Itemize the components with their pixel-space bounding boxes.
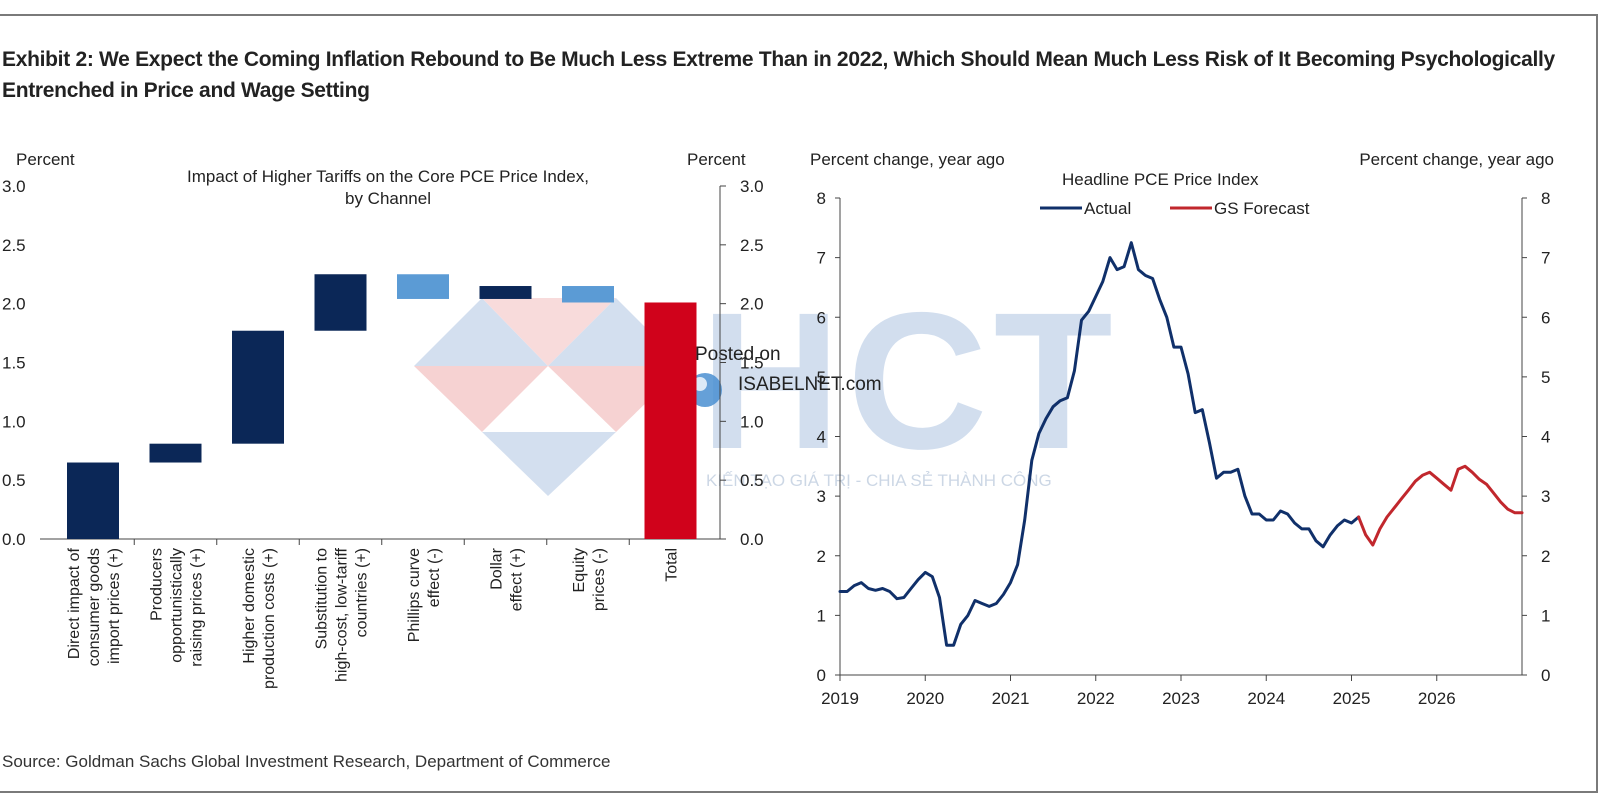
- right-ytick-label-right: 3: [1541, 487, 1550, 506]
- category-label: import prices (+): [106, 548, 123, 664]
- right-ylabel-left: Percent change, year ago: [810, 150, 1005, 169]
- watermark-logo-tm: [482, 298, 616, 366]
- legend-label: GS Forecast: [1214, 199, 1310, 218]
- category-label: Producers: [149, 548, 166, 621]
- left-ytick-label-right: 2.0: [740, 295, 764, 314]
- left-ytick-label-right: 3.0: [740, 177, 764, 196]
- left-ytick-label: 0.0: [2, 530, 26, 549]
- category-label: prices (-): [591, 548, 608, 611]
- left-ytick-label: 3.0: [2, 177, 26, 196]
- category-label: Equity: [571, 548, 588, 592]
- left-ytick-label: 1.5: [2, 354, 26, 373]
- left-chart-title-line2: by Channel: [345, 189, 431, 208]
- left-ytick-label: 0.5: [2, 471, 26, 490]
- left-ytick-label: 2.5: [2, 236, 26, 255]
- left-ytick-label: 2.0: [2, 295, 26, 314]
- right-ytick-label-right: 5: [1541, 368, 1550, 387]
- series-line: [1357, 464, 1524, 547]
- watermark-tagline: KIẾN TẠO GIÁ TRỊ - CHIA SẺ THÀNH CÔNG: [706, 471, 1052, 490]
- left-ytick-label-right: 2.5: [740, 236, 764, 255]
- waterfall-bar: [644, 302, 697, 539]
- right-ytick-label: 6: [817, 308, 826, 327]
- series-line: [838, 241, 1361, 647]
- category-label: Total: [664, 548, 681, 582]
- right-ytick-label-right: 1: [1541, 606, 1550, 625]
- waterfall-bar: [562, 286, 614, 303]
- right-ytick-label: 7: [817, 249, 826, 268]
- source-note: Source: Goldman Sachs Global Investment …: [2, 752, 611, 771]
- right-xtick-label: 2025: [1333, 689, 1371, 708]
- right-ytick-label: 3: [817, 487, 826, 506]
- right-xtick-label: 2023: [1162, 689, 1200, 708]
- left-ytick-label-right: 0.5: [740, 471, 764, 490]
- right-ytick-label: 4: [817, 428, 826, 447]
- category-label: effect (+): [509, 548, 526, 611]
- left-ytick-label: 1.0: [2, 412, 26, 431]
- left-ylabel-left: Percent: [16, 150, 75, 169]
- left-waterfall-chart: 0.0 0.0 0.5 0.5 1.0 1.0 1.5 1.5 2.0 2.0 2.5 2.5 3.0 3…: [2, 177, 764, 689]
- category-label: consumer goods: [86, 548, 103, 666]
- category-label: effect (-): [426, 548, 443, 607]
- left-ytick-label-right: 0.0: [740, 530, 764, 549]
- right-ytick-label: 0: [817, 666, 826, 685]
- posted-on-text: Posted on: [695, 344, 781, 365]
- category-label: production costs (+): [261, 548, 278, 689]
- right-xtick-label: 2019: [821, 689, 859, 708]
- category-label: high-cost, low-tariff: [334, 547, 351, 682]
- legend-label: Actual: [1084, 199, 1131, 218]
- category-label: Substitution to: [314, 548, 331, 650]
- waterfall-bar: [149, 443, 202, 463]
- watermark-letters: HCT: [700, 272, 1119, 490]
- waterfall-bar: [314, 274, 367, 331]
- left-ytick-label-right: 1.0: [740, 412, 764, 431]
- right-ytick-label: 1: [817, 606, 826, 625]
- right-xtick-label: 2022: [1077, 689, 1115, 708]
- right-ytick-label-right: 6: [1541, 308, 1550, 327]
- category-label: Phillips curve: [406, 548, 423, 642]
- right-ytick-label-right: 2: [1541, 547, 1550, 566]
- category-label: opportunistically: [169, 548, 186, 663]
- isabelnet-text: ISABELNET.com: [738, 374, 882, 395]
- figure-title: Exhibit 2: We Expect the Coming Inflatio…: [2, 48, 1555, 102]
- right-ytick-label-right: 4: [1541, 428, 1550, 447]
- right-xtick-label: 2024: [1247, 689, 1285, 708]
- right-ytick-label-right: 8: [1541, 189, 1550, 208]
- waterfall-bar: [67, 462, 119, 539]
- right-xtick-label: 2020: [906, 689, 944, 708]
- right-ytick-label-right: 7: [1541, 249, 1550, 268]
- right-ytick-label: 2: [817, 547, 826, 566]
- right-ytick-label-right: 0: [1541, 666, 1550, 685]
- right-ytick-label: 8: [817, 189, 826, 208]
- left-ytick-label-right: 1.5: [740, 354, 764, 373]
- watermark-logo-bottom: [482, 432, 616, 496]
- watermark-logo-tl: [414, 298, 548, 366]
- right-chart-title: Headline PCE Price Index: [1062, 170, 1259, 189]
- right-xtick-label: 2021: [992, 689, 1030, 708]
- category-label: Dollar: [489, 547, 506, 589]
- category-label: countries (+): [354, 548, 371, 637]
- left-chart-title-line1: Impact of Higher Tariffs on the Core PCE…: [187, 167, 589, 186]
- right-line-chart: 0 0 1 1 2 2 3 3 4 4 5 5 6 6 7 7 8 8 2019 2020 2021 2022 2023 20…: [817, 189, 1551, 708]
- category-label: Direct impact of: [66, 547, 83, 659]
- waterfall-bar: [397, 274, 449, 299]
- left-ylabel-right: Percent: [687, 150, 746, 169]
- right-ytick-label: 5: [817, 368, 826, 387]
- right-xtick-label: 2026: [1418, 689, 1456, 708]
- watermark-logo-ml: [414, 366, 548, 432]
- waterfall-bar: [479, 286, 532, 299]
- category-label: raising prices (+): [189, 548, 206, 667]
- category-label: Higher domestic: [241, 548, 258, 664]
- waterfall-bar: [232, 330, 284, 444]
- right-ylabel-right: Percent change, year ago: [1359, 150, 1554, 169]
